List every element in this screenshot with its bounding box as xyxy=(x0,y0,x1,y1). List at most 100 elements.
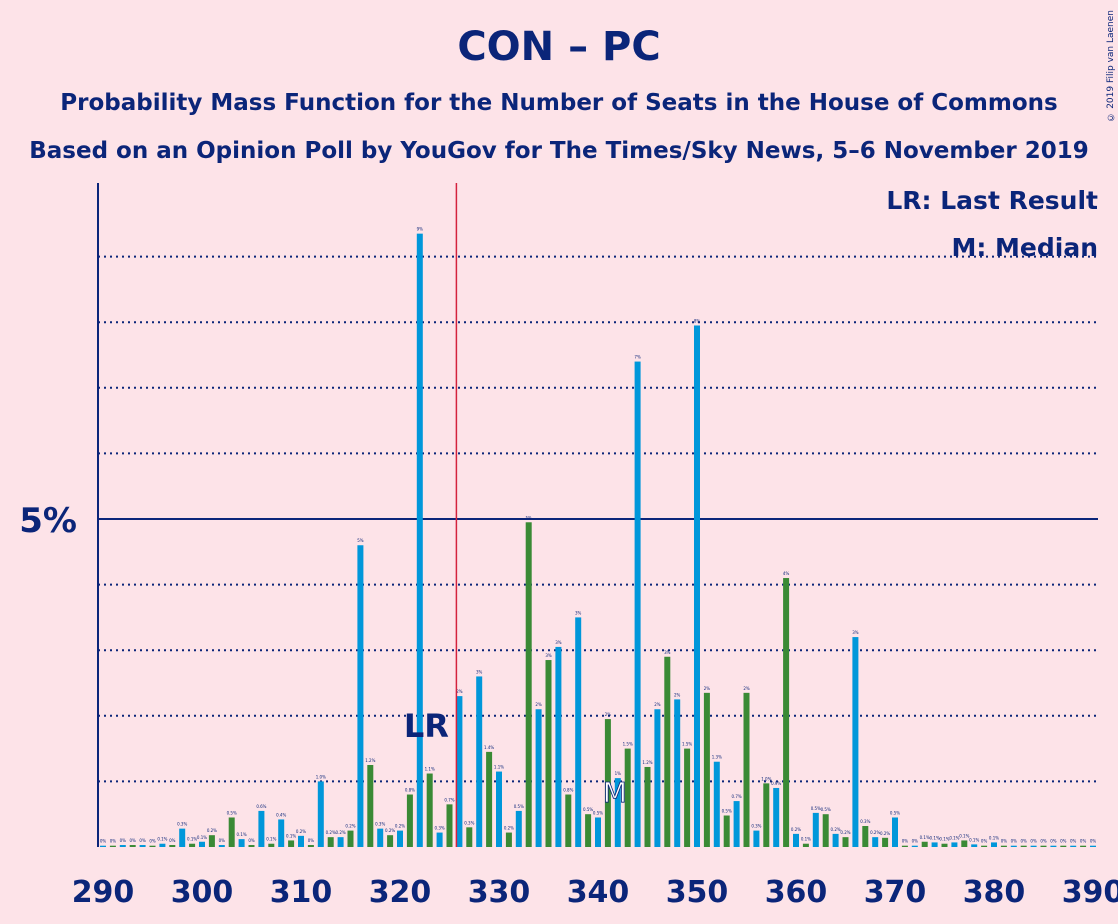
bar-seat-348 xyxy=(674,699,681,847)
data-label-seat-375: 0.1% xyxy=(939,837,949,842)
bar-seat-310 xyxy=(298,835,304,847)
data-label-seat-347: 3% xyxy=(664,650,671,655)
bar-seat-339 xyxy=(585,814,592,847)
bar-seat-295 xyxy=(149,845,156,847)
x-tick-label: 390 xyxy=(1062,875,1118,910)
bar-seat-362 xyxy=(812,812,819,847)
bar-seat-350 xyxy=(694,325,700,848)
x-tick-label: 370 xyxy=(864,875,927,910)
data-label-seat-323: 1.1% xyxy=(425,767,435,772)
data-label-seat-298: 0.3% xyxy=(177,822,187,827)
data-label-seat-366: 3% xyxy=(852,630,859,635)
bar-seat-335 xyxy=(545,660,552,847)
data-label-seat-312: 1.0% xyxy=(316,774,326,779)
data-label-seat-292: 0% xyxy=(120,838,127,843)
data-label-seat-309: 0.1% xyxy=(286,833,296,838)
bar-seat-323 xyxy=(426,773,433,847)
data-label-seat-373: 0.1% xyxy=(920,835,930,840)
data-label-seat-382: 0% xyxy=(1011,839,1018,844)
data-label-seat-320: 0.2% xyxy=(395,824,405,829)
bar-seat-308 xyxy=(278,819,285,847)
data-label-seat-300: 0.1% xyxy=(197,835,207,840)
bar-seat-330 xyxy=(496,771,502,847)
data-label-seat-345: 1.2% xyxy=(642,760,652,765)
bar-seat-315 xyxy=(347,830,354,847)
bar-seat-290 xyxy=(100,845,106,847)
data-label-seat-385: 0% xyxy=(1040,839,1047,844)
bar-seat-342 xyxy=(614,778,621,847)
bar-seat-355 xyxy=(743,692,750,847)
bar-seat-351 xyxy=(703,692,710,847)
data-label-seat-379: 0% xyxy=(981,839,988,844)
data-label-seat-297: 0% xyxy=(169,838,176,843)
bar-seat-325 xyxy=(446,804,453,847)
bar-seat-361 xyxy=(802,843,809,847)
bar-seat-377 xyxy=(961,840,968,847)
bar-seat-302 xyxy=(218,845,225,847)
data-label-seat-374: 0.1% xyxy=(930,835,940,840)
bar-seat-298 xyxy=(179,828,186,847)
bar-seat-367 xyxy=(862,826,869,847)
data-label-seat-311: 0% xyxy=(308,838,315,843)
x-tick-label: 350 xyxy=(666,875,729,910)
legend-median: M: Median xyxy=(951,233,1098,262)
data-label-seat-324: 0.3% xyxy=(435,826,445,831)
data-label-seat-350: 8% xyxy=(694,318,701,323)
bar-seat-375 xyxy=(941,843,948,847)
bar-seat-356 xyxy=(753,830,760,847)
bar-seat-316 xyxy=(357,545,364,847)
data-label-seat-378: 0.1% xyxy=(969,837,979,842)
bar-seat-376 xyxy=(951,842,958,847)
bar-seat-381 xyxy=(1000,845,1007,847)
bar-seat-296 xyxy=(159,843,166,847)
bar-seat-294 xyxy=(139,845,146,847)
x-tick-label: 300 xyxy=(171,875,234,910)
data-label-seat-305: 0% xyxy=(248,838,255,843)
bar-seat-370 xyxy=(892,817,898,847)
data-label-seat-294: 0% xyxy=(139,838,146,843)
data-label-seat-316: 5% xyxy=(357,538,364,543)
bar-seat-322 xyxy=(416,233,423,847)
data-label-seat-353: 0.5% xyxy=(722,809,732,814)
x-tick-label: 340 xyxy=(567,875,630,910)
data-label-seat-304: 0.1% xyxy=(237,832,247,837)
data-label-seat-291: 0% xyxy=(110,839,117,844)
data-label-seat-380: 0.1% xyxy=(989,835,999,840)
data-label-seat-307: 0.1% xyxy=(266,837,276,842)
data-label-seat-340: 0.5% xyxy=(593,810,603,815)
bar-seat-373 xyxy=(921,841,928,847)
data-label-seat-328: 3% xyxy=(476,669,483,674)
bar-seat-329 xyxy=(486,751,493,847)
data-label-seat-370: 0.5% xyxy=(890,810,900,815)
data-label-seat-365: 0.2% xyxy=(840,830,850,835)
bar-seat-321 xyxy=(406,794,413,847)
data-label-seat-359: 4% xyxy=(783,571,790,576)
bar-seat-314 xyxy=(337,837,344,847)
bar-seat-305 xyxy=(248,845,255,847)
data-label-seat-363: 0.5% xyxy=(821,807,831,812)
bar-seat-383 xyxy=(1020,845,1027,847)
bar-seat-378 xyxy=(971,844,978,847)
chart-title: CON – PC xyxy=(457,24,661,70)
data-label-seat-352: 1.3% xyxy=(712,755,722,760)
bar-seat-349 xyxy=(684,748,691,847)
data-label-seat-318: 0.3% xyxy=(375,822,385,827)
data-label-seat-301: 0.2% xyxy=(207,828,217,833)
y-tick-label: 5% xyxy=(19,501,77,541)
data-label-seat-302: 0% xyxy=(219,838,226,843)
data-label-seat-306: 0.6% xyxy=(256,804,266,809)
bar-seat-328 xyxy=(476,676,483,847)
bar-seat-318 xyxy=(377,828,384,847)
bar-seat-341 xyxy=(604,719,611,847)
bar-seat-384 xyxy=(1030,845,1037,847)
bar-seat-292 xyxy=(119,845,126,847)
bar-seat-293 xyxy=(129,845,136,847)
bar-seat-379 xyxy=(981,845,988,847)
x-tick-label: 290 xyxy=(72,875,135,910)
bar-seat-303 xyxy=(228,817,235,847)
bar-seat-332 xyxy=(515,810,522,847)
data-label-seat-349: 1.5% xyxy=(682,742,692,747)
data-label-seat-321: 0.8% xyxy=(405,788,415,793)
data-label-seat-354: 0.7% xyxy=(732,794,742,799)
